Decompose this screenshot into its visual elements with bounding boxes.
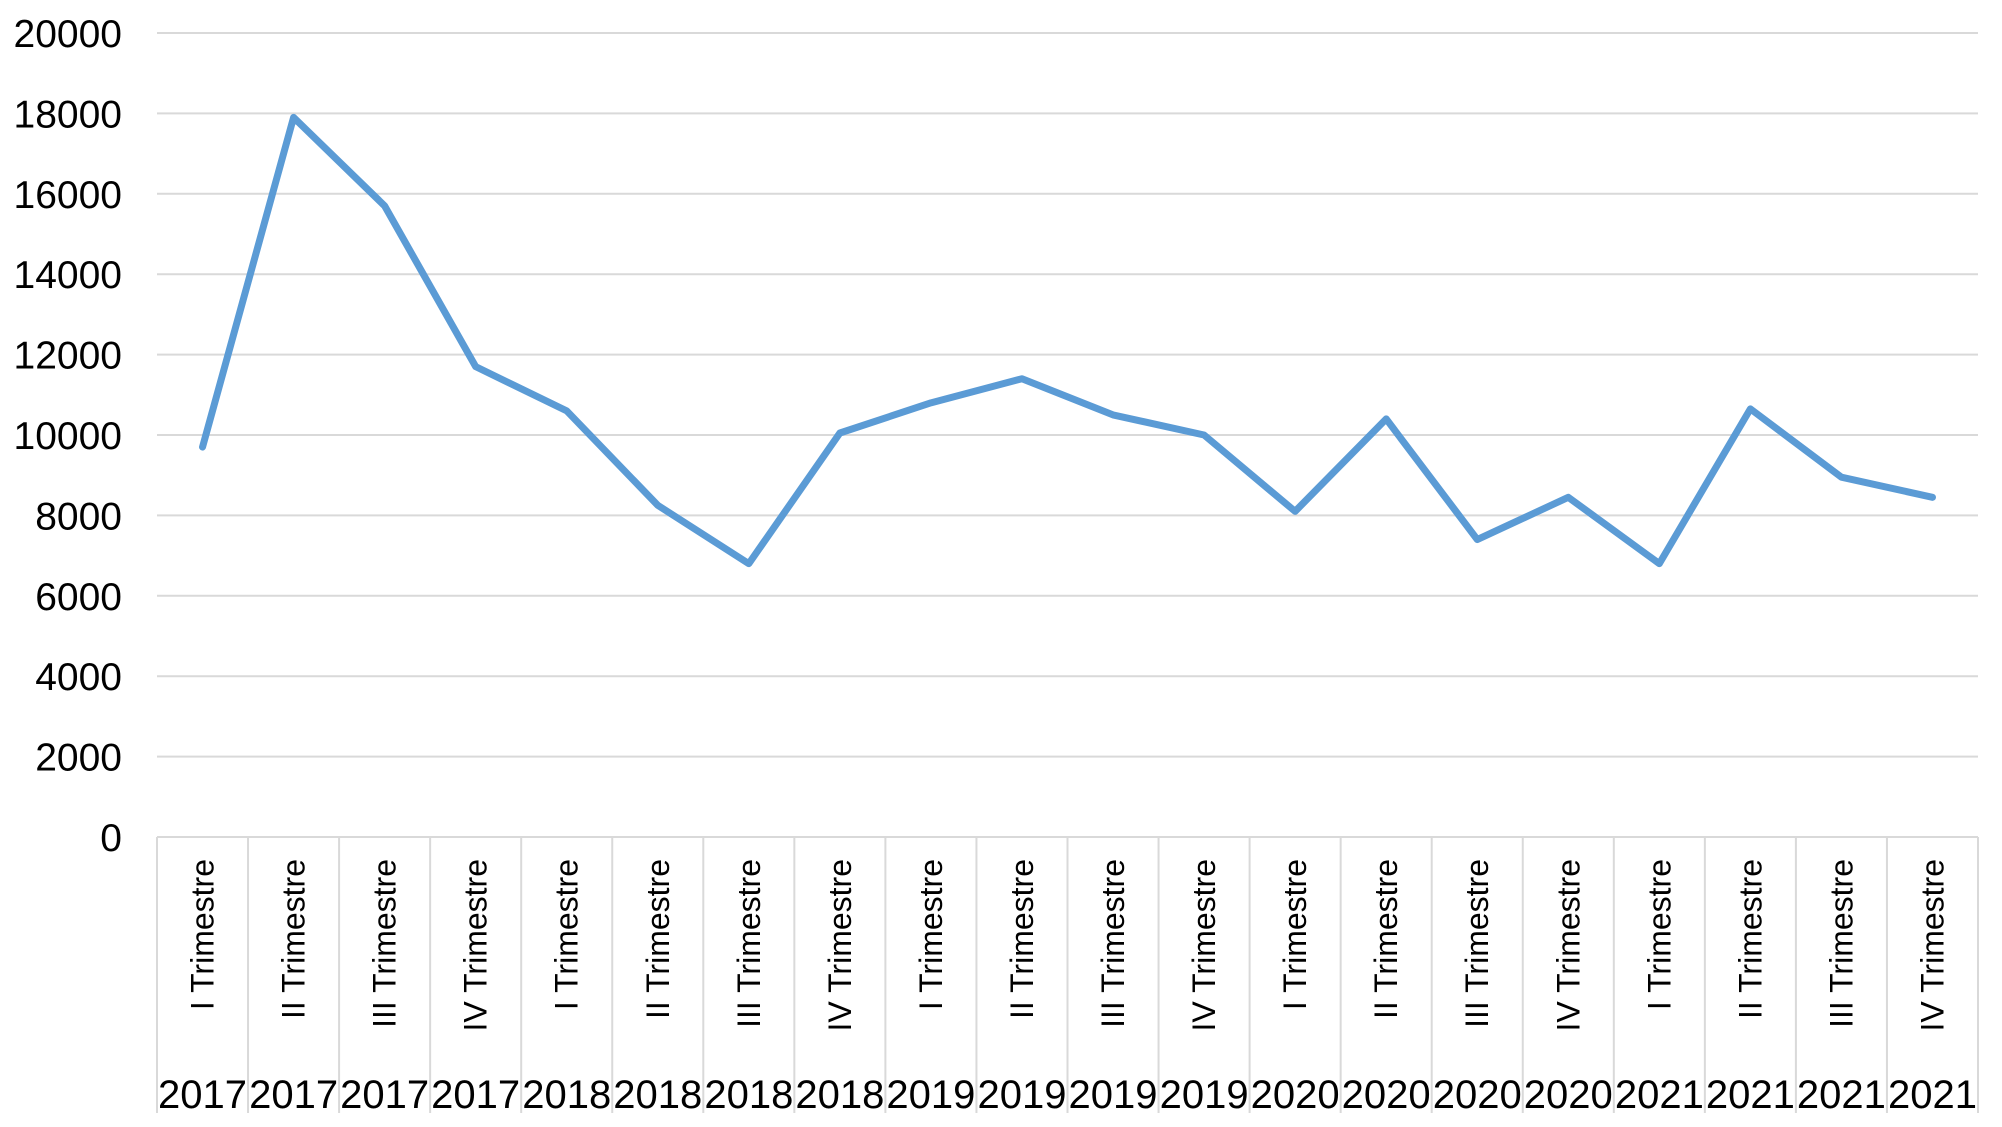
y-axis-tick-label: 18000 <box>14 93 122 136</box>
x-axis-year-label: 2021 <box>1888 1073 1977 1117</box>
x-axis-quarter-label: I Trimestre <box>549 859 585 1010</box>
x-axis-year-label: 2019 <box>977 1073 1066 1117</box>
x-axis-year-label: 2017 <box>431 1073 520 1117</box>
x-axis-year-label: 2019 <box>1160 1073 1249 1117</box>
x-axis-quarter-labels: I Trimestre II Trimestre III Trimestre IV T… <box>185 859 1951 1031</box>
x-axis-quarter-label: III Trimestre <box>1095 859 1131 1028</box>
x-axis-year-label: 2018 <box>704 1073 793 1117</box>
x-axis-year-label: 2021 <box>1706 1073 1795 1117</box>
x-axis-quarter-label: II Trimestre <box>1732 859 1768 1019</box>
x-axis-year-label: 2020 <box>1251 1073 1340 1117</box>
x-axis-year-label: 2021 <box>1797 1073 1886 1117</box>
y-axis-tick-label: 0 <box>100 817 122 860</box>
data-series-line <box>199 113 1936 568</box>
y-axis-tick-label: 8000 <box>35 495 122 538</box>
y-axis-tick-label: 12000 <box>14 335 122 378</box>
x-axis-quarter-label: IV Trimestre <box>822 859 858 1031</box>
x-axis-year-label: 2021 <box>1615 1073 1704 1117</box>
x-axis-year-label: 2017 <box>340 1073 429 1117</box>
y-axis-tick-label: 10000 <box>14 415 122 458</box>
x-axis-year-label: 2020 <box>1342 1073 1431 1117</box>
x-axis-quarter-label: II Trimestre <box>640 859 676 1019</box>
x-axis-quarter-label: III Trimestre <box>367 859 403 1028</box>
x-axis-year-label: 2017 <box>249 1073 338 1117</box>
x-axis-quarter-label: I Trimestre <box>185 859 221 1010</box>
y-axis-tick-label: 16000 <box>14 174 122 217</box>
gridlines <box>157 32 1978 838</box>
category-separators <box>156 837 1979 1113</box>
x-axis-quarter-label: IV Trimestre <box>1186 859 1222 1031</box>
x-axis-quarter-label: II Trimestre <box>1368 859 1404 1019</box>
data-series <box>199 113 1936 568</box>
x-axis-quarter-label: I Trimestre <box>1641 859 1677 1010</box>
x-axis-year-label: 2018 <box>522 1073 611 1117</box>
x-axis-quarter-label: I Trimestre <box>913 859 949 1010</box>
x-axis-quarter-label: IV Trimestre <box>1550 859 1586 1031</box>
x-axis-year-label: 2020 <box>1524 1073 1613 1117</box>
x-axis-quarter-label: IV Trimestre <box>458 859 494 1031</box>
x-axis-quarter-label: III Trimestre <box>1823 859 1859 1028</box>
x-axis-year-label: 2020 <box>1433 1073 1522 1117</box>
x-axis-quarter-label: II Trimestre <box>1004 859 1040 1019</box>
x-axis-year-label: 2017 <box>158 1073 247 1117</box>
x-axis-quarter-label: III Trimestre <box>731 859 767 1028</box>
y-axis-tick-labels: 0 2000 4000 6000 8000 10000 12000 14000 16000 180… <box>14 13 122 860</box>
y-axis-tick-label: 4000 <box>35 656 122 699</box>
x-axis-quarter-label: II Trimestre <box>276 859 312 1019</box>
y-axis-tick-label: 20000 <box>14 13 122 56</box>
y-axis-tick-label: 2000 <box>35 737 122 780</box>
x-axis-year-labels: 2017 2017 2017 2017 2018 2018 2018 2018 2019 2019… <box>158 1073 1977 1117</box>
x-axis-year-label: 2018 <box>613 1073 702 1117</box>
y-axis-tick-label: 14000 <box>14 254 122 297</box>
x-axis-year-label: 2019 <box>886 1073 975 1117</box>
x-axis-year-label: 2019 <box>1069 1073 1158 1117</box>
x-axis-quarter-label: IV Trimestre <box>1914 859 1950 1031</box>
x-axis-quarter-label: III Trimestre <box>1459 859 1495 1028</box>
x-axis-year-label: 2018 <box>795 1073 884 1117</box>
x-axis-quarter-label: I Trimestre <box>1277 859 1313 1010</box>
y-axis-tick-label: 6000 <box>35 576 122 619</box>
